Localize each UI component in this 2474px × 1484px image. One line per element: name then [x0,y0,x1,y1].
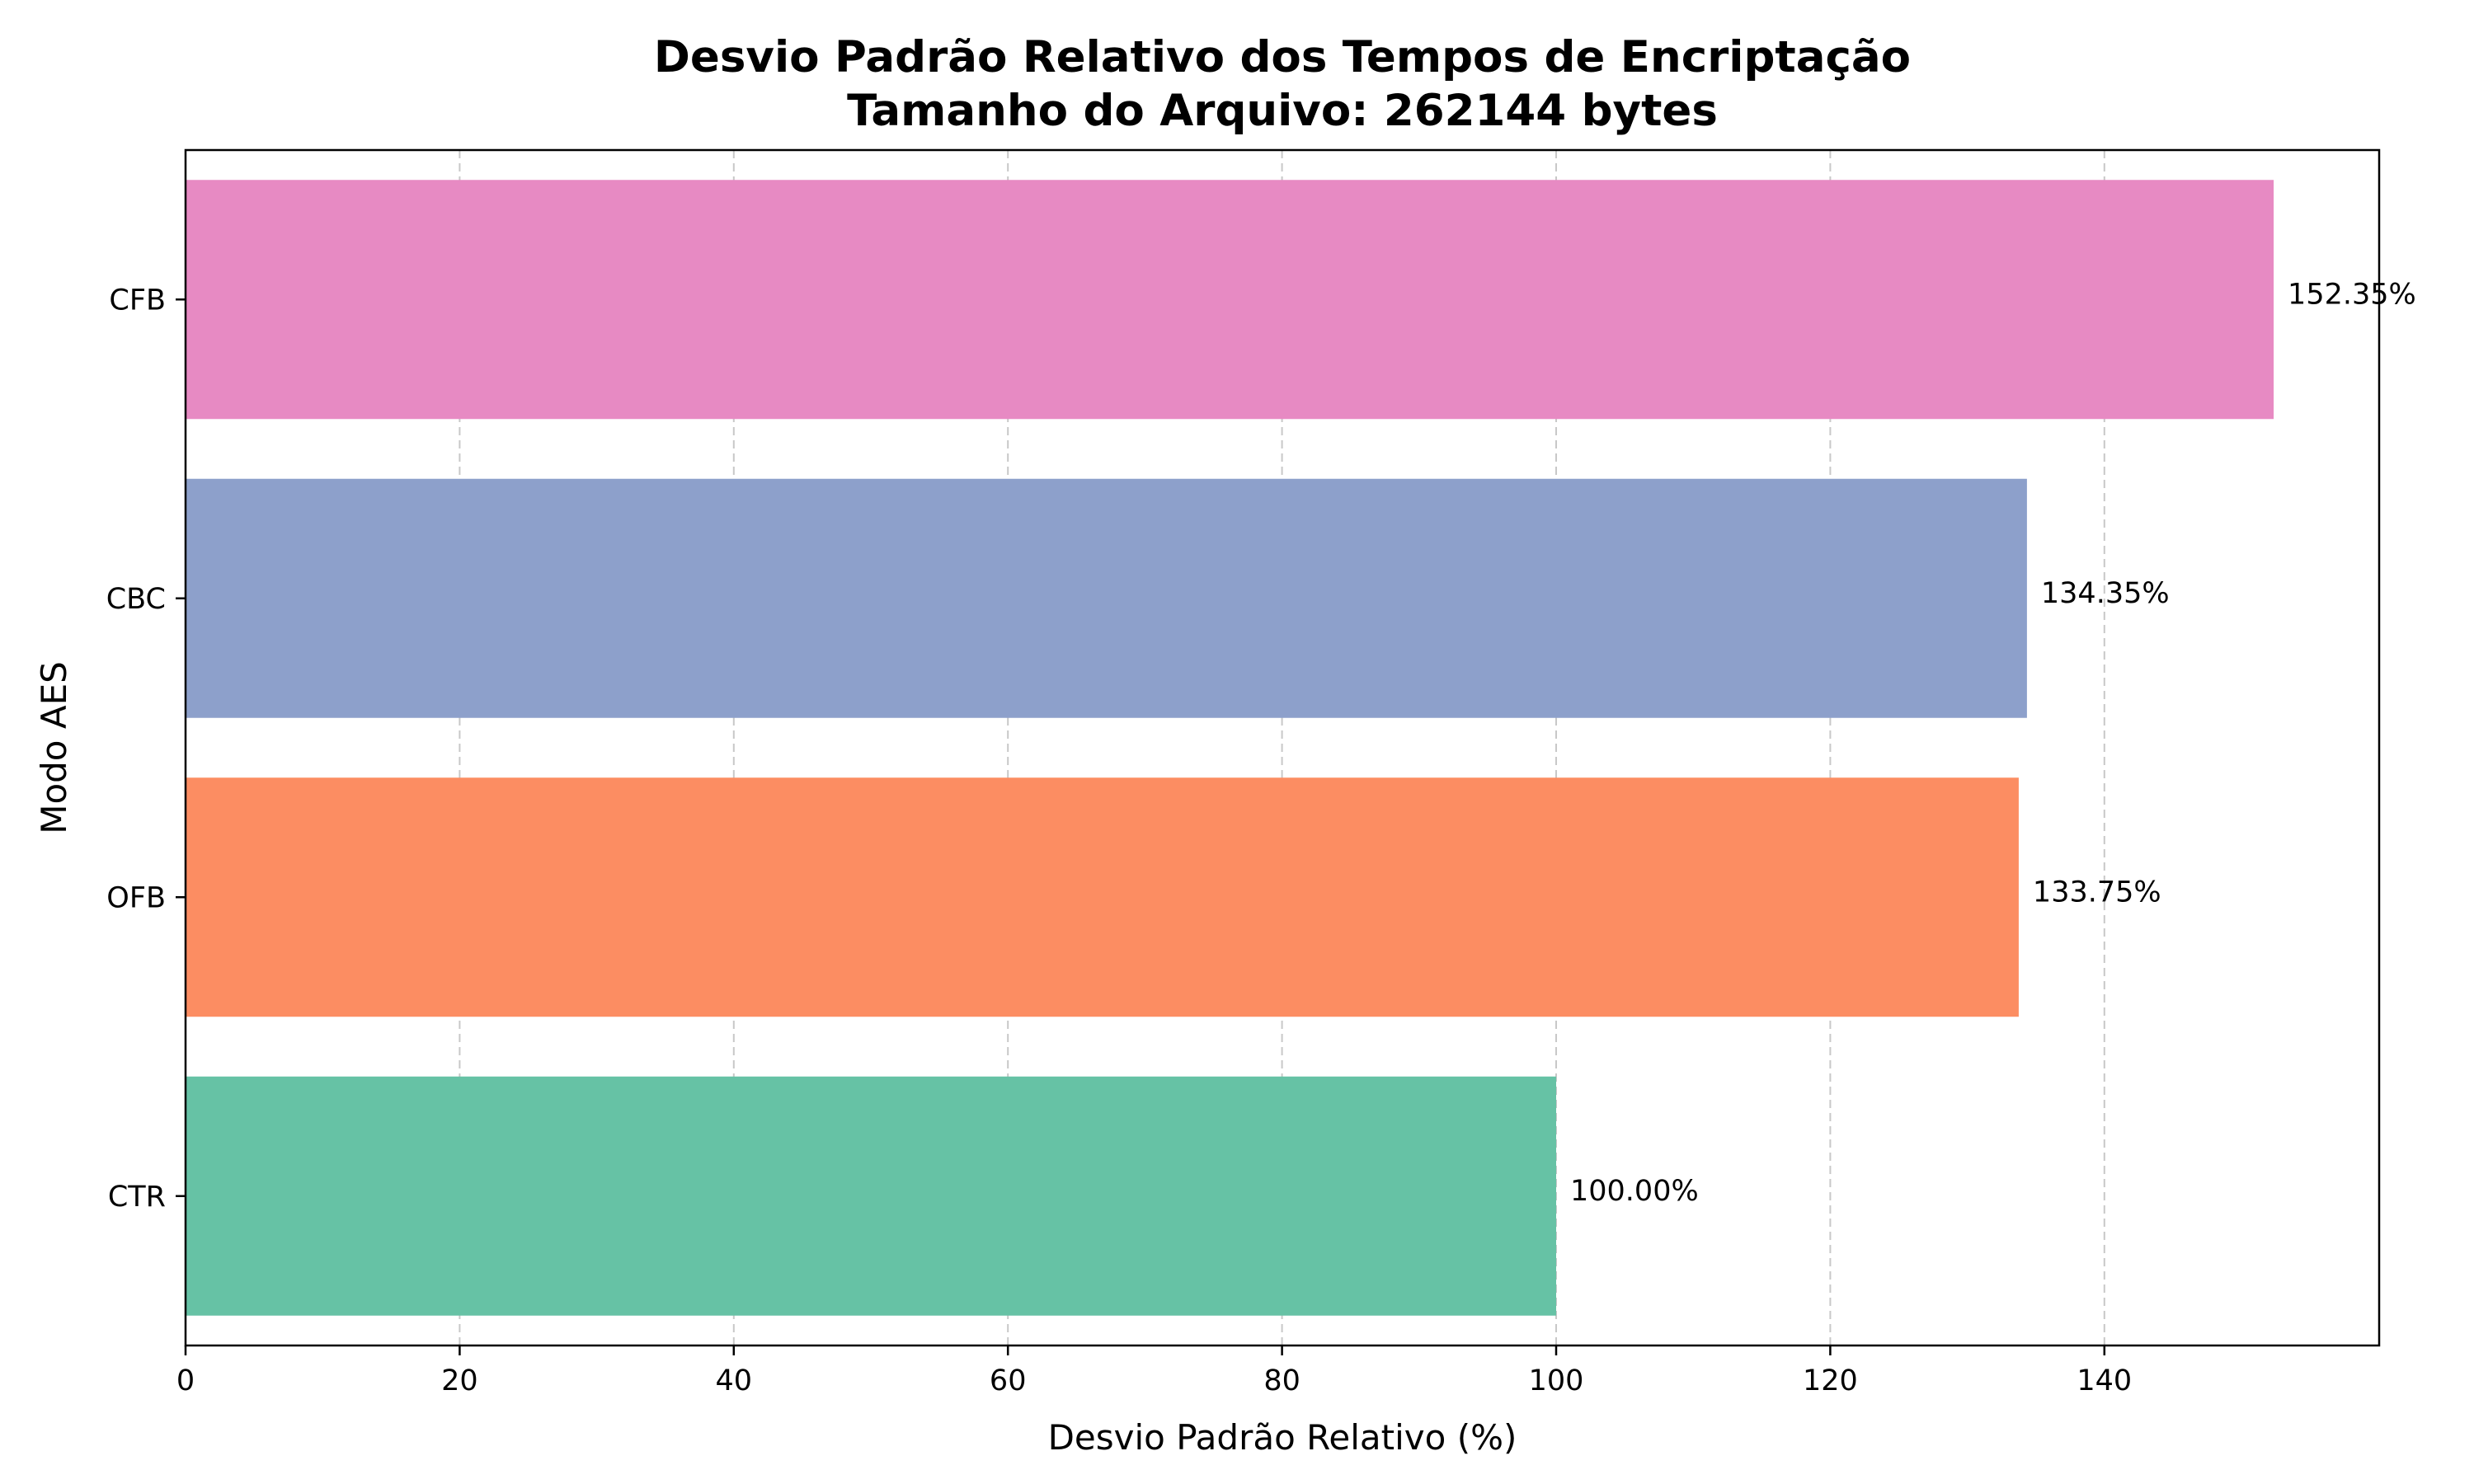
x-tick-label-100: 100 [1529,1364,1584,1397]
x-tick-label-40: 40 [716,1364,753,1397]
x-tick-label-0: 0 [176,1364,195,1397]
bar-cbc [186,478,2027,718]
x-axis-ticks: 0 20 40 60 80 100 120 140 [176,1345,2132,1397]
y-axis-label: Modo AES [34,661,74,834]
data-label-cbc: 134.35% [2041,577,2170,610]
x-tick-label-20: 20 [441,1364,478,1397]
y-tick-label-cbc: CBC [106,583,166,616]
y-axis-ticks: CTR OFB CBC CFB [106,284,186,1214]
bar-ofb [186,777,2019,1017]
data-label-cfb: 152.35% [2288,278,2416,311]
chart-subtitle: Tamanho do Arquivo: 262144 bytes [847,86,1718,136]
data-label-ofb: 133.75% [2033,876,2161,909]
x-tick-label-120: 120 [1803,1364,1858,1397]
x-axis-label: Desvio Padrão Relativo (%) [1048,1417,1517,1458]
x-tick-label-140: 140 [2077,1364,2132,1397]
bar-cfb [186,180,2274,420]
x-tick-label-60: 60 [990,1364,1027,1397]
x-tick-label-80: 80 [1263,1364,1300,1397]
y-tick-label-ctr: CTR [108,1181,166,1214]
data-label-ctr: 100.00% [1570,1175,1699,1208]
bar-ctr [186,1076,1556,1316]
chart-title: Desvio Padrão Relativo dos Tempos de Enc… [654,32,1911,82]
y-tick-label-ofb: OFB [106,881,166,914]
y-tick-label-cfb: CFB [109,284,166,317]
data-labels: 100.00% 133.75% 134.35% 152.35% [1570,278,2416,1208]
bars [186,180,2274,1316]
